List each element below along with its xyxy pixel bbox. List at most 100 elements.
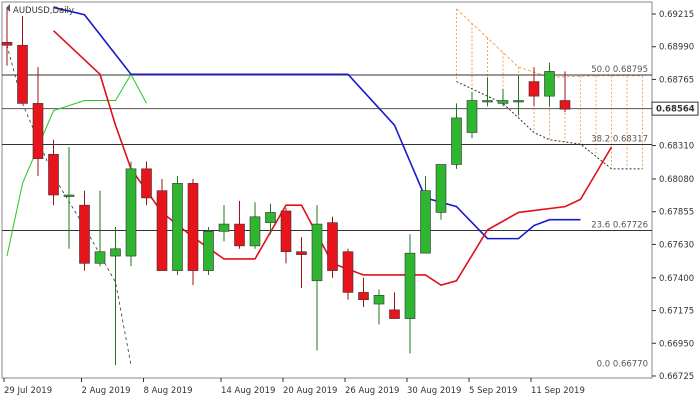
fib-level-label: 23.6 0.67726 [591,220,648,230]
candle-body [63,194,75,197]
y-tick-label: 0.68765 [659,75,694,85]
fib-level-label: 0.0 0.66770 [597,359,648,369]
symbol-label-group: AUDUSD,Daily [6,4,74,16]
last-price-box [651,101,699,116]
candle [187,179,199,286]
y-tick-label: 0.67400 [659,274,694,284]
candle-body [156,190,168,271]
candle [435,164,447,220]
x-tick-label: 11 Sep 2019 [531,386,585,396]
candle [125,161,137,267]
candle [327,216,338,278]
candle [172,176,183,275]
y-tick-label: 0.69215 [659,10,694,20]
candle [528,67,540,107]
candle [466,91,478,139]
candle [342,248,354,300]
candle [451,103,462,169]
candle [559,71,571,113]
y-tick-label: 0.67175 [659,307,694,317]
x-tick-label: 5 Sep 2019 [469,386,517,396]
candle-body [141,168,152,199]
candle [280,208,292,264]
symbol-arrow-icon [6,4,10,12]
candle [497,88,509,107]
candle-body [497,100,509,104]
candle-body [203,231,214,271]
candle-body [389,309,400,319]
y-tick-label: 0.68990 [659,43,694,53]
candle [358,277,369,307]
y-tick-label: 0.66950 [659,339,694,349]
x-tick-label: 26 Aug 2019 [345,386,399,396]
candle [234,200,245,249]
candle [311,205,323,351]
time-axis: 29 Jul 2019 2 Aug 2019 8 Aug 2019 14 Aug 20… [3,378,585,396]
candle-body [528,81,540,97]
candle-body [79,204,90,264]
last-price-marker: 0.68564 [651,101,699,116]
y-tick-label: 0.68080 [659,175,694,185]
symbol-label: AUDUSD,Daily [13,6,74,16]
candle-body [435,164,447,213]
y-tick-label: 0.67630 [659,240,694,250]
candle-body [17,44,28,104]
price-axis: 0.692150.689900.687650.685400.683100.680… [652,10,694,382]
candle-body [482,100,493,103]
candle-body [234,223,245,247]
x-tick-label: 2 Aug 2019 [82,386,131,396]
candle-body [1,42,13,46]
candles [1,8,571,366]
x-tick-label: 8 Aug 2019 [144,386,193,396]
candle [203,226,214,275]
candle-body [466,100,478,133]
x-tick-label: 30 Aug 2019 [407,386,461,396]
candle-body [48,153,59,196]
candle-body [296,251,307,255]
candle [296,237,307,289]
candle-body [94,251,106,264]
candle [156,179,168,271]
candle-body [249,216,261,247]
candle-body [513,100,524,103]
candle [404,234,416,354]
candle-body [265,212,276,223]
candle [79,190,90,271]
candle-body [559,100,571,110]
last-price-label: 0.68564 [656,105,695,115]
candle-body [172,183,183,271]
y-tick-label: 0.68310 [659,142,694,152]
candle-body [420,190,431,254]
candle [17,16,28,104]
candle [265,203,276,235]
candle-body [311,223,323,282]
candle [94,190,106,267]
candle-body [110,248,121,257]
candle [141,161,152,206]
x-tick-label: 29 Jul 2019 [4,386,52,396]
fib-level-label: 38.2 0.68317 [591,135,648,145]
candle [544,62,555,107]
candle-body [451,117,462,165]
candle [63,147,75,249]
candle [218,205,230,242]
x-tick-label: 20 Aug 2019 [283,386,337,396]
cloud-lower-line [456,81,643,170]
chikou-line [6,73,147,257]
candle-body [544,71,555,97]
candle [513,75,524,116]
candle-body [373,295,385,305]
candle [1,8,13,66]
candle-body [218,223,230,232]
fib-level-label: 50.0 0.68795 [591,65,648,75]
y-tick-label: 0.66725 [659,372,694,382]
candle [32,67,44,177]
candle [482,77,493,107]
candle [110,226,121,366]
candle-body [342,251,354,293]
candle-body [187,183,199,271]
candle [389,292,400,319]
candle-body [125,168,137,257]
candle-body [32,103,44,159]
candle [249,202,261,249]
